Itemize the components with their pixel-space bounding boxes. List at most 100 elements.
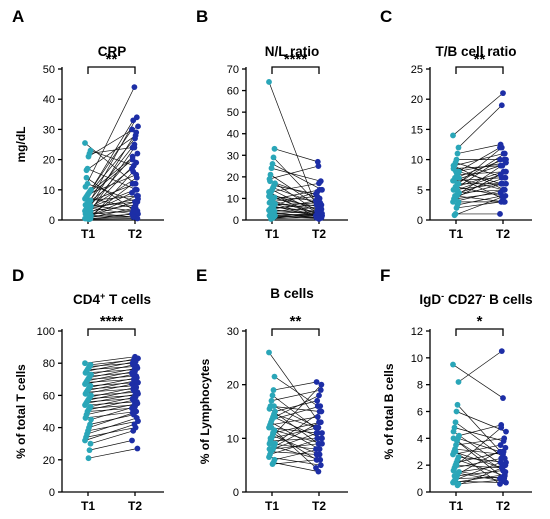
point-t1 [452,448,459,455]
point-t1 [266,454,272,461]
panel-e: E B cells 0 10 20 30 T1 T2 % of Lymphocytes ** [196,266,348,513]
pair-line [86,370,136,382]
point-t2 [133,129,140,136]
pair-line [89,414,134,425]
pair-line [90,406,136,420]
x-tick-label: T2 [496,499,510,513]
point-t2 [314,430,321,436]
point-t2 [317,419,324,426]
point-t1 [450,435,457,442]
pair-line [453,171,507,200]
point-t2 [130,427,137,434]
panel-d: D CD4+ T cells 0 20 40 60 80 100 T1 T2 % of total … [12,266,164,513]
y-tick-label: 40 [227,129,239,141]
point-t1 [454,482,461,489]
pair-line [455,464,503,469]
pair-line [454,195,506,216]
point-t2 [129,189,135,196]
y-tick-label: 30 [227,326,239,338]
panel-title: CD4+ T cells [73,291,151,307]
point-t1 [266,446,273,452]
pair-line [274,376,318,407]
pair-line [454,447,506,477]
pair-line [85,198,139,210]
pair-line [89,132,137,207]
pair-line [90,201,136,216]
point-t2 [314,424,321,431]
pair-line [86,135,136,171]
point-t2 [133,159,140,166]
pair-line [86,403,138,416]
pair-line [272,432,317,461]
pair-line [268,427,317,434]
pair-line [271,189,321,214]
point-t1 [266,79,272,85]
panel-letter: D [12,266,24,285]
point-t2 [129,180,136,187]
pair-line [270,384,322,439]
panel-title: B cells [270,286,314,301]
y-tick-label: 0 [49,487,55,499]
pair-line [458,104,503,148]
pair-line [85,207,136,219]
pair-line [457,153,505,185]
y-tick-label: 5 [417,185,423,197]
pair-line [457,404,501,452]
pair-line [84,142,136,185]
point-t1 [454,186,460,193]
point-t2 [134,150,141,157]
point-t2 [316,446,323,452]
pair-line [274,191,318,206]
y-tick-label: 70 [227,64,239,76]
point-t2 [503,168,509,175]
pair-line [272,211,318,214]
point-t2 [314,158,321,165]
x-tick-label: T1 [265,499,279,513]
panel-letter: E [196,266,207,285]
point-t2 [316,180,322,187]
pair-line [453,438,505,479]
pair-line [271,427,317,469]
point-t2 [316,204,323,210]
point-t2 [497,211,503,217]
pair-line [456,451,504,463]
point-t1 [272,413,278,420]
pair-line [269,213,321,217]
point-t2 [498,162,505,169]
pair-line [89,387,137,398]
panel-title: CRP [98,44,127,59]
pair-line [452,189,505,203]
point-t2 [502,444,509,451]
pair-line [272,435,320,455]
point-t1 [85,455,92,462]
point-t1 [85,216,92,222]
x-tick-label: T2 [312,499,326,513]
point-t1 [452,192,458,199]
point-t1 [450,428,457,435]
panel-title: N/L ratio [265,44,320,59]
y-axis-label: % of total T cells [14,364,28,459]
point-t2 [498,144,505,151]
pair-line [85,393,139,404]
point-t2 [135,123,141,130]
point-t1 [268,397,275,404]
point-t1 [270,387,277,393]
pair-line [85,383,133,395]
pair-line [84,356,136,364]
point-t1 [453,408,460,415]
pair-line [457,144,501,154]
point-t2 [502,174,509,181]
significance-label: **** [100,313,124,330]
point-t2 [130,168,137,175]
point-t1 [271,373,278,380]
pair-line [274,429,323,445]
pair-line [87,144,135,204]
y-tick-label: 60 [227,86,239,98]
pair-line [88,218,138,220]
point-t2 [129,410,136,417]
y-tick-label: 20 [43,455,55,467]
point-t1 [267,178,273,185]
point-t1 [450,162,457,169]
point-t1 [83,174,90,181]
